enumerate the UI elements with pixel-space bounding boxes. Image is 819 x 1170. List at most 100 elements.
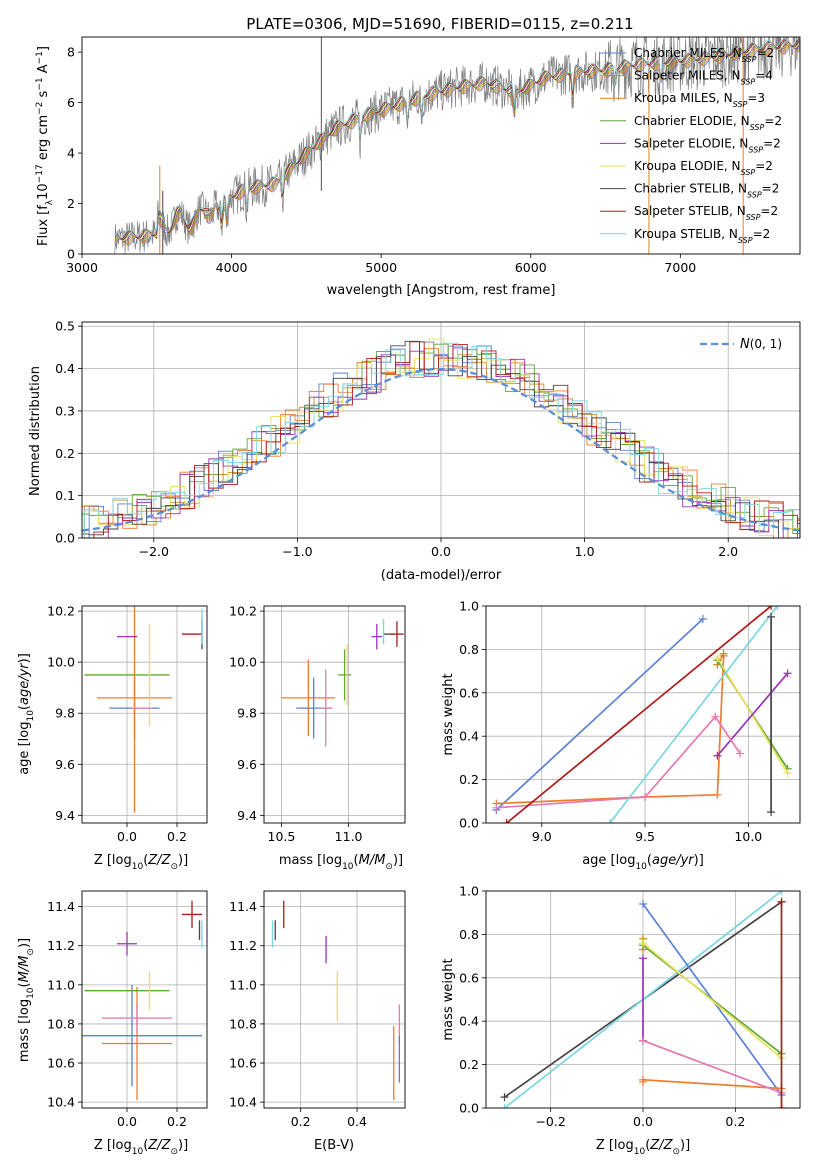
plot-area xyxy=(500,891,786,1108)
legend-text: Chabrier STELIB, N xyxy=(634,182,747,196)
y-tick-label: 0.2 xyxy=(459,772,479,787)
y-tick-label: 9.4 xyxy=(55,808,75,823)
point-marker xyxy=(777,897,786,906)
series-line xyxy=(495,618,704,811)
y-axis-label: Flux [fλ10−17 erg cm−2 s−1 A−1] xyxy=(35,46,55,246)
y-tick-label: 0 xyxy=(67,247,75,262)
label-part: 10 xyxy=(26,987,36,999)
x-tick-label: 0.0 xyxy=(633,1114,653,1129)
x-tick-label: 0.2 xyxy=(167,829,187,844)
series-line xyxy=(642,942,783,1059)
legend-text: Chabrier ELODIE, N xyxy=(634,114,750,128)
y-tick-label: 6 xyxy=(67,95,75,110)
histogram-chabrier-miles xyxy=(82,341,800,538)
y-tick-label: 0.0 xyxy=(459,816,479,831)
y-tick-label: 10.8 xyxy=(229,1016,257,1031)
legend-label: Kroupa ELODIE, NSSP=2 xyxy=(634,159,773,177)
x-tick-label: −0.2 xyxy=(535,1114,565,1129)
x-axis-label: wavelength [Angstrom, rest frame] xyxy=(327,283,556,298)
y-tick-label: 0.4 xyxy=(459,729,479,744)
y-tick-label: 9.8 xyxy=(55,706,75,721)
y-tick-label: 0.8 xyxy=(459,927,479,942)
axes-frame xyxy=(485,605,801,824)
legend-sub: SSP xyxy=(742,55,757,64)
legend-text: =2 xyxy=(763,136,781,150)
label-part: s xyxy=(36,90,51,101)
histogram-salpeter-elodie xyxy=(82,347,800,538)
x-tick-label: 0.0 xyxy=(117,829,137,844)
x-tick-label: 0.4 xyxy=(347,1114,367,1129)
y-tick-label: 10.6 xyxy=(229,1056,257,1071)
label-part: erg cm xyxy=(36,115,51,164)
label-part: 10 xyxy=(26,710,36,722)
series-salpeter-elodie xyxy=(639,954,647,1045)
errorbar-point-chabrier-elodie xyxy=(337,649,352,701)
point-marker xyxy=(639,1036,647,1045)
label-part: ( xyxy=(647,853,652,868)
label-part: N xyxy=(740,337,750,352)
x-tick-label: 0.0 xyxy=(117,1114,137,1129)
y-tick-label: 10.4 xyxy=(47,1095,75,1110)
legend-text: =3 xyxy=(747,91,765,105)
x-tick-label: 10.5 xyxy=(268,829,296,844)
axes-frame xyxy=(81,36,801,255)
y-tick-label: 4 xyxy=(67,146,75,161)
legend-label: Chabrier STELIB, NSSP=2 xyxy=(634,182,779,200)
y-axis-label: Normed distribution xyxy=(28,366,43,496)
point-marker xyxy=(713,751,722,760)
y-tick-label: 0.8 xyxy=(459,642,479,657)
figure-title: PLATE=0306, MJD=51690, FIBERID=0115, z=0… xyxy=(246,15,633,33)
errorbar-point-salpeter-elodie xyxy=(117,932,137,956)
errorbar-point-salpeter-elodie xyxy=(371,623,383,650)
point-marker xyxy=(777,1104,786,1108)
chart-mass-vs-Z: 0.0 0.210.410.610.811.011.211.4Z [log10(Z… xyxy=(17,890,208,1157)
errorbar-point-salpeter-stelib xyxy=(390,621,404,647)
y-tick-label: 2 xyxy=(67,196,75,211)
x-tick-label: 6000 xyxy=(515,260,547,275)
series-line xyxy=(496,715,741,809)
label-part: Flux [f xyxy=(36,205,51,246)
label-part: age/yr xyxy=(17,662,32,705)
y-tick-label: 11.0 xyxy=(47,977,75,992)
y-tick-label: 9.6 xyxy=(237,757,257,772)
series-salpeter-miles xyxy=(639,1075,786,1093)
x-tick-label: 4000 xyxy=(216,260,248,275)
label-part: ⊙ xyxy=(170,862,178,872)
legend-sub: SSP xyxy=(733,100,748,109)
gaussian-curve xyxy=(82,367,800,532)
label-part: ( xyxy=(17,705,32,710)
point-marker xyxy=(767,612,776,621)
x-tick-label: 0.2 xyxy=(291,1114,311,1129)
series-line xyxy=(506,606,772,823)
x-tick-label: 0.2 xyxy=(167,1114,187,1129)
x-axis-label: mass [log10(M/M⊙)] xyxy=(279,853,403,872)
legend-label: Salpeter STELIB, NSSP=2 xyxy=(634,204,778,222)
label-part: 10 xyxy=(132,1147,144,1157)
point-marker xyxy=(767,808,776,817)
y-tick-label: 11.2 xyxy=(47,938,75,953)
chart-spectrum: 3000 4000 5000 6000 7000 0 2 4 6 8 Chabrier MILES,… xyxy=(35,36,801,298)
label-part: (0, 1) xyxy=(750,337,782,351)
label-part: M/M xyxy=(359,853,386,868)
x-axis-label: Z [log10(Z/Z⊙)] xyxy=(94,1138,188,1157)
y-tick-label: 0.6 xyxy=(459,685,479,700)
point-marker xyxy=(639,954,647,963)
y-tick-label: 11.0 xyxy=(229,977,257,992)
label-part: )] xyxy=(178,1138,188,1153)
histogram-salpeter-stelib xyxy=(82,341,800,538)
legend-label: Kroupa STELIB, NSSP=2 xyxy=(634,227,770,245)
y-tick-label: 0.0 xyxy=(55,531,75,546)
y-tick-label: 0.4 xyxy=(459,1014,479,1029)
y-tick-label: 9.8 xyxy=(237,706,257,721)
model-line-kroupa-stelib xyxy=(114,37,800,239)
x-tick-label: −1.0 xyxy=(282,544,312,559)
y-tick-label: 9.4 xyxy=(237,808,257,823)
point-marker xyxy=(736,749,745,758)
point-marker xyxy=(773,606,782,610)
y-axis-label: mass weight xyxy=(441,673,456,755)
x-tick-label: 10.0 xyxy=(734,829,762,844)
x-axis-label: Z [log10(Z/Z⊙)] xyxy=(596,1138,690,1157)
point-marker xyxy=(767,606,776,610)
point-marker xyxy=(783,669,792,678)
